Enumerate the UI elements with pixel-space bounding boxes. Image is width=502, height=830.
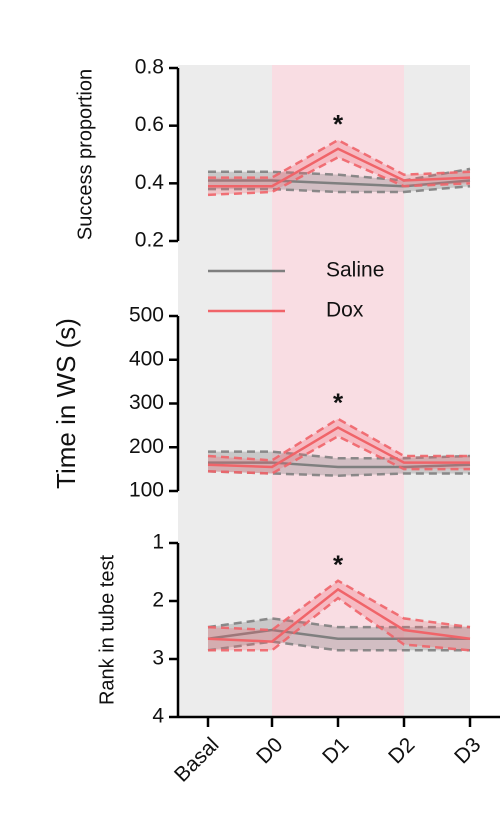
y-axis-label: Time in WS (s) bbox=[51, 318, 81, 489]
y-tick-label: 0.2 bbox=[135, 229, 164, 252]
mean-line bbox=[207, 587, 471, 643]
error-line bbox=[208, 167, 471, 182]
x-tick-label: D3 bbox=[450, 733, 485, 768]
error-line bbox=[208, 184, 471, 194]
error-band bbox=[208, 618, 470, 651]
error-band bbox=[208, 580, 470, 651]
y-tick-label: 0.6 bbox=[135, 113, 164, 136]
mean-line bbox=[208, 147, 471, 188]
significance-star: * bbox=[333, 109, 344, 139]
y-tick-label: 400 bbox=[129, 347, 164, 370]
x-tick-label: D1 bbox=[318, 733, 353, 768]
error-line bbox=[207, 155, 471, 197]
y-tick-label: 0.4 bbox=[135, 171, 165, 194]
y-tick-label: 4 bbox=[152, 705, 164, 728]
mean-line bbox=[208, 179, 471, 188]
significance-star: * bbox=[333, 550, 344, 580]
y-tick-label: 3 bbox=[152, 647, 164, 670]
legend-label: Saline bbox=[326, 259, 384, 282]
mean-line bbox=[207, 426, 470, 469]
error-line bbox=[207, 434, 470, 475]
error-line bbox=[207, 579, 471, 632]
legend-label: Dox bbox=[326, 299, 364, 322]
y-tick-label: 300 bbox=[129, 391, 164, 414]
x-tick-label: Basal bbox=[170, 733, 223, 786]
y-tick-label: 0.8 bbox=[135, 56, 164, 79]
x-tick-label: D2 bbox=[384, 733, 419, 768]
error-line bbox=[208, 138, 471, 179]
y-tick-label: 200 bbox=[129, 435, 164, 458]
y-axis-label: Rank in tube test bbox=[96, 555, 118, 706]
y-tick-label: 1 bbox=[152, 531, 164, 554]
y-tick-label: 500 bbox=[129, 304, 164, 327]
error-line bbox=[207, 417, 470, 462]
y-tick-label: 100 bbox=[129, 479, 164, 502]
mean-line bbox=[207, 628, 470, 640]
x-tick-label: D0 bbox=[252, 733, 287, 768]
error-line bbox=[207, 640, 470, 652]
error-line bbox=[208, 596, 471, 652]
mean-line bbox=[208, 461, 471, 469]
significance-star: * bbox=[333, 388, 344, 418]
error-line bbox=[207, 617, 470, 629]
error-line bbox=[208, 450, 471, 460]
y-axis-label: Success proportion bbox=[74, 69, 96, 240]
y-tick-label: 2 bbox=[152, 589, 164, 612]
